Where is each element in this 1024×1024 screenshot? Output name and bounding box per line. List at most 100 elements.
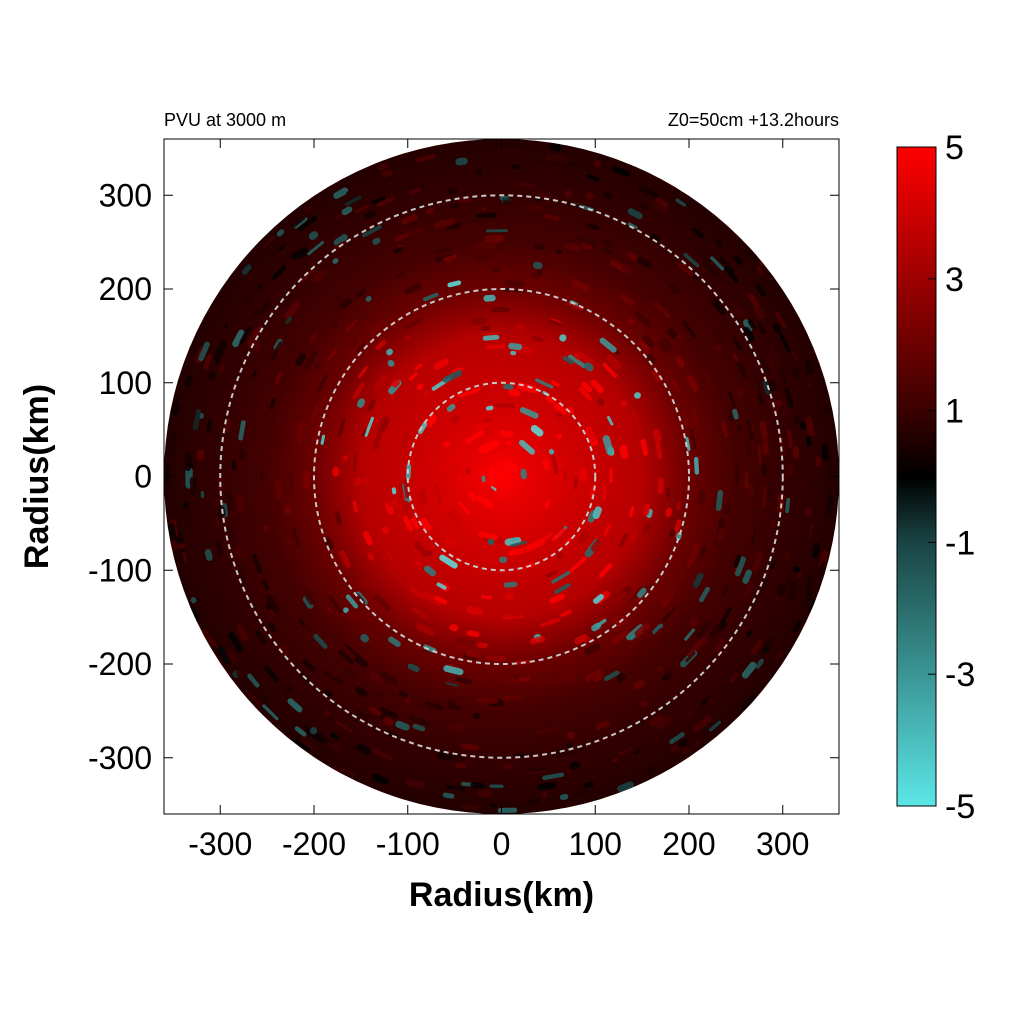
- pv-speckle-mark: [368, 706, 384, 717]
- pv-speckle-mark: [504, 459, 518, 473]
- pv-speckle-mark: [216, 498, 221, 507]
- pv-speckle-mark: [409, 187, 422, 195]
- pv-speckle-mark: [425, 207, 435, 215]
- pv-speckle-mark: [328, 639, 336, 648]
- pv-speckle-mark: [339, 298, 352, 310]
- pv-speckle-mark: [640, 439, 649, 456]
- pv-speckle-mark: [379, 707, 398, 720]
- y-tick-label: 200: [99, 271, 152, 307]
- pv-speckle-mark: [418, 702, 437, 713]
- pv-speckle-mark: [719, 257, 735, 273]
- pv-speckle-mark: [531, 581, 539, 586]
- pv-speckle-mark: [323, 670, 337, 682]
- pv-speckle-mark: [735, 464, 739, 484]
- pv-speckle-mark: [355, 686, 368, 698]
- pv-speckle-mark: [352, 451, 358, 472]
- pv-speckle-mark: [735, 308, 745, 319]
- pv-speckle-mark: [654, 178, 664, 186]
- pv-speckle-mark: [421, 648, 431, 656]
- pv-speckle-mark: [687, 639, 703, 657]
- pv-speckle-mark: [597, 398, 605, 406]
- pv-speckle-mark: [447, 280, 462, 288]
- pv-speckle-mark: [612, 616, 621, 625]
- x-tick-label: 100: [569, 826, 622, 862]
- pv-speckle-mark: [434, 482, 443, 505]
- chart-title-left: PVU at 3000 m: [164, 110, 286, 130]
- pv-speckle-mark: [761, 485, 767, 509]
- pv-speckle-mark: [394, 232, 410, 242]
- pv-speckle-mark: [577, 530, 590, 544]
- pv-speckle-mark: [595, 720, 610, 730]
- pv-speckle-mark: [681, 320, 697, 339]
- pv-speckle-mark: [568, 302, 583, 311]
- pv-speckle-mark: [451, 722, 469, 729]
- pv-speckle-mark: [471, 316, 487, 326]
- pv-speckle-mark: [446, 403, 456, 412]
- pv-speckle-mark: [685, 437, 691, 451]
- pv-speckle-mark: [676, 501, 681, 510]
- pv-speckle-mark: [778, 332, 791, 353]
- pv-speckle-mark: [675, 198, 687, 207]
- pv-speckle-mark: [606, 415, 614, 426]
- pv-speckle-mark: [786, 429, 793, 449]
- pv-speckle-mark: [660, 585, 675, 603]
- pv-speckle-mark: [293, 738, 310, 752]
- pv-speckle-mark: [549, 593, 565, 604]
- pv-speckle-mark: [334, 212, 345, 220]
- pv-speckle-mark: [628, 585, 644, 604]
- pv-speckle-mark: [355, 709, 370, 720]
- pv-speckle-mark: [186, 508, 193, 531]
- pv-speckle-mark: [637, 256, 652, 269]
- pv-speckle-mark: [619, 293, 635, 307]
- pv-speckle-mark: [772, 323, 781, 333]
- pv-speckle-mark: [648, 714, 664, 727]
- pv-speckle-mark: [560, 672, 577, 683]
- pv-speckle-mark: [565, 742, 574, 749]
- pv-speckle-mark: [757, 392, 764, 406]
- pv-speckle-mark: [324, 710, 330, 716]
- pv-speckle-mark: [184, 375, 193, 388]
- pv-speckle-mark: [708, 720, 721, 732]
- pv-speckle-mark: [442, 370, 463, 383]
- pv-speckle-mark: [503, 581, 518, 588]
- pv-speckle-mark: [774, 310, 786, 328]
- pv-speckle-mark: [327, 595, 343, 613]
- pv-speckle-mark: [548, 319, 562, 327]
- pv-speckle-mark: [787, 463, 794, 476]
- pv-speckle-mark: [329, 732, 340, 740]
- pv-speckle-mark: [419, 489, 427, 504]
- pv-speckle-mark: [767, 480, 775, 502]
- pv-speckle-mark: [198, 341, 210, 362]
- pv-speckle-mark: [562, 355, 574, 365]
- pv-speckle-mark: [458, 501, 471, 515]
- pv-speckle-mark: [489, 784, 504, 788]
- pv-speckle-mark: [501, 695, 522, 701]
- reference-circles: [219, 194, 784, 759]
- pv-speckle-mark: [569, 556, 587, 573]
- pv-speckle-mark: [736, 361, 748, 379]
- pv-speckle-mark: [768, 295, 781, 313]
- pv-speckle-mark: [446, 708, 463, 716]
- pv-speckle-mark: [666, 328, 678, 339]
- pv-speckle-mark: [247, 673, 260, 688]
- reference-circle: [406, 381, 597, 572]
- pv-speckle-mark: [649, 628, 663, 642]
- pv-speckle-mark: [715, 489, 724, 512]
- pv-speckle-mark: [741, 694, 758, 711]
- pv-speckle-mark: [629, 529, 640, 544]
- pv-speckle-mark: [424, 701, 444, 711]
- pv-speckle-mark: [827, 458, 833, 473]
- pv-speckle-mark: [216, 646, 231, 665]
- pv-speckle-mark: [239, 449, 246, 460]
- pv-speckle-mark: [746, 418, 754, 441]
- pv-speckle-mark: [403, 515, 414, 532]
- pv-speckle-mark: [681, 417, 690, 428]
- pv-speckle-mark: [555, 249, 562, 254]
- pv-speckle-mark: [638, 202, 650, 211]
- pv-speckle-mark: [732, 353, 739, 362]
- pv-speckle-mark: [757, 445, 763, 468]
- pv-speckle-mark: [737, 424, 742, 431]
- pv-speckle-mark: [468, 491, 477, 501]
- pv-speckle-mark: [598, 560, 607, 569]
- pv-speckle-mark: [175, 394, 181, 404]
